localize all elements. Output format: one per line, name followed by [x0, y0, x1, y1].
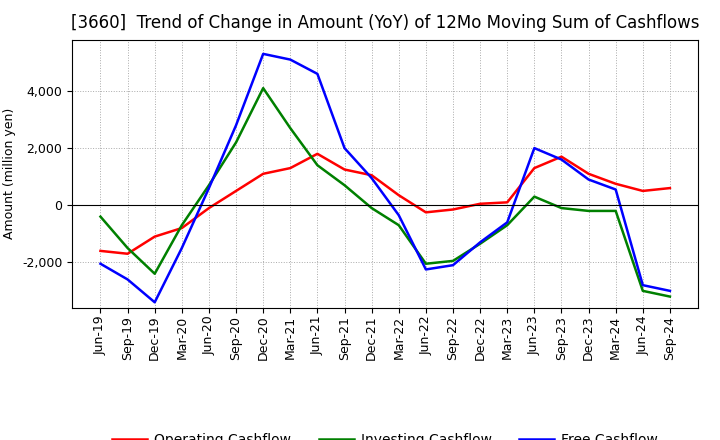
Operating Cashflow [639, 188, 647, 194]
Free Cashflow [232, 123, 240, 128]
Free Cashflow [503, 220, 511, 225]
Y-axis label: Amount (million yen): Amount (million yen) [4, 108, 17, 239]
Operating Cashflow [449, 207, 457, 212]
Investing Cashflow [150, 271, 159, 276]
Operating Cashflow [476, 201, 485, 206]
Investing Cashflow [232, 140, 240, 145]
Investing Cashflow [313, 163, 322, 168]
Investing Cashflow [178, 223, 186, 228]
Free Cashflow [665, 288, 674, 293]
Operating Cashflow [150, 234, 159, 239]
Operating Cashflow [395, 193, 403, 198]
Investing Cashflow [259, 85, 268, 91]
Investing Cashflow [449, 258, 457, 264]
Operating Cashflow [313, 151, 322, 157]
Investing Cashflow [286, 125, 294, 131]
Free Cashflow [611, 187, 620, 192]
Investing Cashflow [639, 288, 647, 293]
Operating Cashflow [178, 225, 186, 231]
Operating Cashflow [232, 188, 240, 194]
Investing Cashflow [530, 194, 539, 199]
Free Cashflow [313, 71, 322, 77]
Line: Investing Cashflow: Investing Cashflow [101, 88, 670, 297]
Investing Cashflow [367, 205, 376, 211]
Legend: Operating Cashflow, Investing Cashflow, Free Cashflow: Operating Cashflow, Investing Cashflow, … [107, 428, 663, 440]
Operating Cashflow [341, 167, 349, 172]
Free Cashflow [557, 157, 566, 162]
Investing Cashflow [611, 208, 620, 213]
Free Cashflow [530, 146, 539, 151]
Line: Operating Cashflow: Operating Cashflow [101, 154, 670, 254]
Free Cashflow [150, 300, 159, 305]
Free Cashflow [178, 246, 186, 251]
Free Cashflow [259, 51, 268, 56]
Line: Free Cashflow: Free Cashflow [101, 54, 670, 302]
Operating Cashflow [611, 181, 620, 187]
Free Cashflow [341, 146, 349, 151]
Free Cashflow [584, 177, 593, 182]
Investing Cashflow [96, 214, 105, 219]
Investing Cashflow [665, 294, 674, 299]
Free Cashflow [204, 185, 213, 191]
Free Cashflow [639, 282, 647, 288]
Operating Cashflow [286, 165, 294, 171]
Operating Cashflow [96, 248, 105, 253]
Investing Cashflow [476, 241, 485, 246]
Investing Cashflow [421, 261, 430, 266]
Operating Cashflow [665, 185, 674, 191]
Investing Cashflow [557, 205, 566, 211]
Free Cashflow [96, 261, 105, 266]
Operating Cashflow [204, 205, 213, 211]
Operating Cashflow [367, 172, 376, 178]
Investing Cashflow [503, 223, 511, 228]
Free Cashflow [286, 57, 294, 62]
Investing Cashflow [395, 223, 403, 228]
Free Cashflow [449, 263, 457, 268]
Free Cashflow [395, 213, 403, 218]
Free Cashflow [123, 277, 132, 282]
Investing Cashflow [341, 183, 349, 188]
Operating Cashflow [557, 154, 566, 159]
Investing Cashflow [123, 246, 132, 251]
Investing Cashflow [204, 183, 213, 188]
Free Cashflow [367, 176, 376, 181]
Operating Cashflow [123, 251, 132, 257]
Free Cashflow [476, 240, 485, 245]
Free Cashflow [421, 267, 430, 272]
Investing Cashflow [584, 208, 593, 213]
Operating Cashflow [259, 171, 268, 176]
Operating Cashflow [503, 200, 511, 205]
Operating Cashflow [530, 165, 539, 171]
Operating Cashflow [584, 171, 593, 176]
Operating Cashflow [421, 210, 430, 215]
Title: [3660]  Trend of Change in Amount (YoY) of 12Mo Moving Sum of Cashflows: [3660] Trend of Change in Amount (YoY) o… [71, 15, 699, 33]
